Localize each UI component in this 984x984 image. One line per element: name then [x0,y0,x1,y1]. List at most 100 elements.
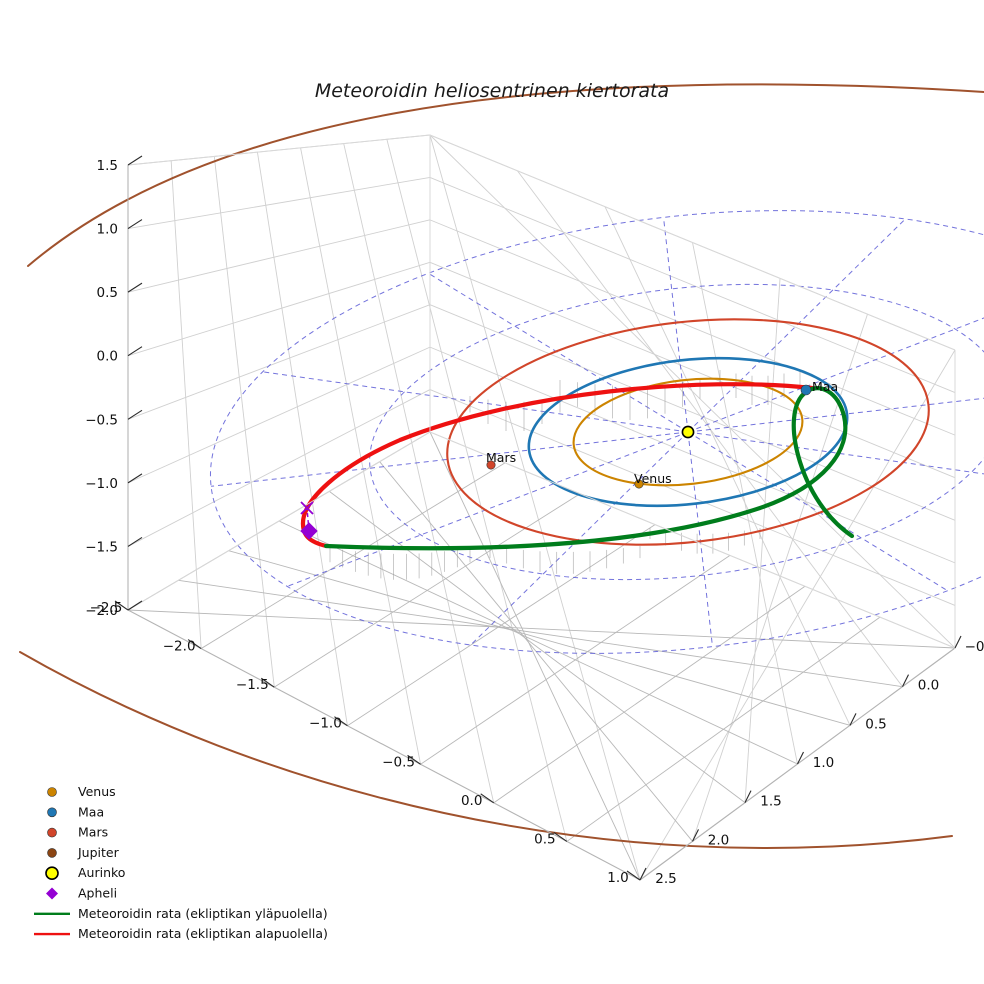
floor-grid-y [278,520,798,765]
legend-circle-swatch [47,827,57,838]
body-markers [300,384,812,540]
left-wall-grid-v [256,152,348,726]
left-wall-grid-v [300,147,422,765]
y-tick-label: 2.0 [708,832,729,848]
legend-circle-swatch [47,787,57,797]
legend-item-label: Apheli [78,886,117,901]
marker-aurinko [681,425,695,439]
x-tick-label: 1.0 [607,870,628,886]
left-wall-grid-v [213,156,275,688]
wall-grid [127,134,956,881]
floor-grid-y [429,431,641,881]
floor-grid-y [127,609,956,649]
legend-item[interactable]: Mars [47,825,109,840]
left-wall-grid-v [170,160,202,649]
left-wall-pane [128,135,430,610]
left-wall-grid-v [386,139,568,842]
z-tick-mark [127,155,143,166]
y-tick-label: 1.5 [760,794,781,810]
x-tick-label: 0.0 [461,793,482,809]
z-tick-mark [127,219,143,230]
y-tick-label: 1.0 [813,755,834,771]
right-wall-grid-h [429,219,956,436]
z-tick-mark [127,346,143,357]
left-wall-grid-v [429,134,641,881]
floor-grid-y [178,579,903,688]
legend-circle-swatch [47,807,57,818]
z-tick-mark [127,473,143,484]
z-tick-mark [127,409,143,420]
z-tick-label: 1.5 [97,158,118,174]
x-tick-mark [626,870,641,881]
meteoroid-above-ecliptic [323,386,855,551]
z-tick-label: −0.5 [85,412,118,428]
legend-item[interactable]: Aurinko [45,865,125,881]
legend-item[interactable]: Jupiter [47,845,120,860]
label-mars: Mars [486,450,516,465]
x-axis-ticks: −2.5 −2.0 −1.5 −1.0 −0.5 0.0 0.5 1.0 [90,600,641,886]
polar-spoke [687,431,948,592]
x-axis-line [127,609,641,881]
z-tick-mark [127,600,143,611]
right-wall-grid-v [639,349,956,881]
floor-right-edge [429,431,956,649]
y-tick-mark [744,790,752,803]
x-tick-mark [260,677,275,688]
x-tick-mark [187,639,202,650]
aphelion-stem [306,507,310,532]
y-tick-mark [639,867,647,881]
x-tick-mark [407,754,421,765]
left-wall-grid-h [127,304,431,420]
z-axis-ticks: 1.5 1.0 0.5 0.0 −0.5 −1.0 −1.5 −2.0 [85,155,143,619]
legend-diamond-swatch [46,887,58,900]
left-wall-grid-h [127,389,431,547]
left-wall-grid-v [343,143,495,803]
y-axis-ticks: −0.5 0.0 0.5 1.0 1.5 2.0 2.5 [639,635,984,887]
x-tick-label: −0.5 [382,754,415,770]
y-tick-mark [902,674,909,687]
legend-item[interactable]: Maa [47,804,105,819]
right-wall-grid-h [429,346,956,564]
legend-item[interactable]: Venus [47,784,116,799]
aphelion-x-icon [300,501,314,515]
z-tick-label: −1.5 [85,539,118,555]
y-tick-label: 2.5 [655,871,676,887]
floor-grid-y [379,461,693,842]
z-tick-label: −2.0 [85,603,118,619]
z-tick-mark [127,282,143,293]
right-wall-grid-h [429,261,956,479]
y-tick-label: 0.0 [918,678,939,694]
marker-venus [634,479,644,489]
x-tick-mark [114,600,129,611]
floor-pane [128,432,955,880]
legend-circle-swatch [45,866,59,881]
floor-grid [127,431,956,881]
legend-item-label: Venus [78,784,116,799]
label-maa: Maa [812,379,838,394]
legend-group[interactable]: Venus Maa Mars Jupiter Aurinko Apheli Meteoroi… [34,784,328,941]
y-tick-mark [849,713,857,726]
floor-grid-y [228,550,851,726]
y-tick-mark [797,751,804,765]
orbit-maa [527,356,849,508]
aphelion-indicator [300,501,314,532]
legend-item[interactable]: Apheli [46,886,117,901]
right-top-edge [429,134,956,351]
right-wall-grid-v [604,206,851,726]
orbit-venus [572,377,804,487]
legend-item[interactable]: Meteoroidin rata (ekliptikan yläpuolella… [34,906,328,921]
legend-item[interactable]: Meteoroidin rata (ekliptikan alapuolella… [34,926,328,941]
meteoroid-below-ecliptic [300,382,815,527]
x-tick-mark [480,793,495,804]
orbit-jupiter-lower [19,651,953,849]
x-tick-label: −2.5 [90,600,123,616]
right-wall-grid-v [692,242,798,765]
legend-circle-swatch [47,848,57,858]
x-tick-label: −1.0 [309,716,342,732]
z-tick-label: 0.0 [97,349,118,365]
z-tick-label: 0.5 [97,285,118,301]
marker-mars [486,460,496,470]
legend-item-label: Jupiter [77,845,120,860]
